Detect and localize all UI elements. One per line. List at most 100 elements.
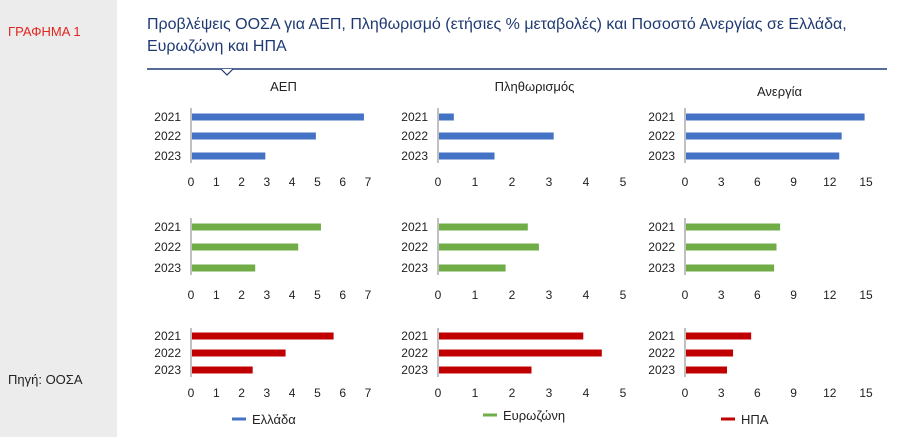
figure-label: ΓΡΑΦΗΜΑ 1 — [8, 24, 81, 39]
x-tick-label: 0 — [682, 288, 689, 302]
bar — [439, 132, 554, 140]
title-rule — [147, 68, 887, 76]
x-tick-label: 7 — [365, 175, 372, 189]
x-tick-label: 3 — [546, 386, 553, 400]
chart-title: Πληθωρισμός — [495, 79, 575, 94]
category-label: 2021 — [154, 329, 181, 343]
bar — [439, 243, 539, 251]
bar — [192, 113, 364, 121]
x-tick-label: 0 — [682, 175, 689, 189]
x-tick-label: 5 — [314, 386, 321, 400]
x-tick-label: 15 — [859, 288, 873, 302]
x-tick-label: 12 — [823, 288, 837, 302]
x-tick-label: 6 — [339, 386, 346, 400]
x-tick-label: 2 — [238, 386, 245, 400]
legend-label: ΗΠΑ — [741, 412, 769, 427]
category-label: 2023 — [154, 363, 181, 377]
category-label: 2021 — [154, 220, 181, 234]
x-tick-label: 1 — [213, 386, 220, 400]
x-tick-label: 6 — [339, 175, 346, 189]
x-tick-label: 0 — [188, 288, 195, 302]
category-label: 2022 — [401, 129, 428, 143]
x-tick-label: 6 — [754, 386, 761, 400]
bar — [192, 132, 316, 140]
category-label: 2021 — [401, 329, 428, 343]
x-tick-label: 3 — [264, 386, 271, 400]
category-label: 2021 — [401, 110, 428, 124]
chart-title: ΑΕΠ — [270, 79, 297, 94]
sidebar: ΓΡΑΦΗΜΑ 1 Πηγή: ΟΟΣΑ — [0, 0, 117, 437]
category-label: 2023 — [154, 149, 181, 163]
x-tick-label: 2 — [509, 175, 516, 189]
x-tick-label: 15 — [859, 175, 873, 189]
category-label: 2023 — [154, 261, 181, 275]
category-label: 2021 — [401, 220, 428, 234]
bar — [439, 152, 495, 160]
x-tick-label: 7 — [365, 386, 372, 400]
x-tick-label: 0 — [435, 175, 442, 189]
bar — [686, 349, 734, 357]
x-tick-label: 2 — [238, 288, 245, 302]
x-tick-label: 4 — [289, 386, 296, 400]
category-label: 2022 — [154, 240, 181, 254]
category-label: 2023 — [401, 261, 428, 275]
bar — [686, 132, 842, 140]
bar — [686, 264, 775, 272]
category-label: 2023 — [648, 149, 675, 163]
x-tick-label: 5 — [620, 386, 627, 400]
bar — [686, 113, 865, 121]
x-tick-label: 5 — [314, 288, 321, 302]
x-tick-label: 12 — [823, 386, 837, 400]
x-tick-label: 3 — [718, 386, 725, 400]
x-tick-label: 4 — [583, 288, 590, 302]
x-tick-label: 1 — [472, 175, 479, 189]
x-tick-label: 1 — [472, 288, 479, 302]
page-title: Προβλέψεις ΟΟΣΑ για ΑΕΠ, Πληθωρισμό (ετή… — [147, 16, 847, 55]
bar — [439, 113, 454, 121]
x-tick-label: 0 — [188, 175, 195, 189]
bar — [192, 223, 321, 231]
x-tick-label: 0 — [435, 288, 442, 302]
x-tick-label: 2 — [509, 386, 516, 400]
x-tick-label: 4 — [583, 175, 590, 189]
category-label: 2022 — [154, 129, 181, 143]
x-tick-label: 9 — [790, 386, 797, 400]
category-label: 2021 — [648, 220, 675, 234]
bar — [686, 223, 781, 231]
x-tick-label: 1 — [213, 288, 220, 302]
x-tick-label: 7 — [365, 288, 372, 302]
x-tick-label: 15 — [859, 386, 873, 400]
category-label: 2022 — [648, 240, 675, 254]
category-label: 2023 — [401, 149, 428, 163]
x-tick-label: 12 — [823, 175, 837, 189]
x-tick-label: 6 — [754, 175, 761, 189]
x-tick-label: 2 — [509, 288, 516, 302]
category-label: 2023 — [401, 363, 428, 377]
bar — [439, 332, 584, 340]
x-tick-label: 4 — [289, 175, 296, 189]
bar — [192, 152, 266, 160]
bar — [192, 332, 334, 340]
category-label: 2021 — [154, 110, 181, 124]
category-label: 2022 — [401, 240, 428, 254]
x-tick-label: 3 — [718, 175, 725, 189]
x-tick-label: 1 — [213, 175, 220, 189]
category-label: 2022 — [648, 346, 675, 360]
x-tick-label: 3 — [264, 175, 271, 189]
x-tick-label: 0 — [435, 386, 442, 400]
legend-label: Ελλάδα — [252, 412, 296, 427]
bar — [439, 366, 532, 374]
x-tick-label: 5 — [620, 175, 627, 189]
x-tick-label: 5 — [620, 288, 627, 302]
x-tick-label: 9 — [790, 175, 797, 189]
x-tick-label: 4 — [583, 386, 590, 400]
source-note: Πηγή: ΟΟΣΑ — [8, 372, 83, 387]
bar — [439, 223, 528, 231]
category-label: 2022 — [154, 346, 181, 360]
bar — [192, 349, 286, 357]
category-label: 2022 — [401, 346, 428, 360]
x-tick-label: 6 — [339, 288, 346, 302]
bar — [686, 366, 728, 374]
x-tick-label: 5 — [314, 175, 321, 189]
